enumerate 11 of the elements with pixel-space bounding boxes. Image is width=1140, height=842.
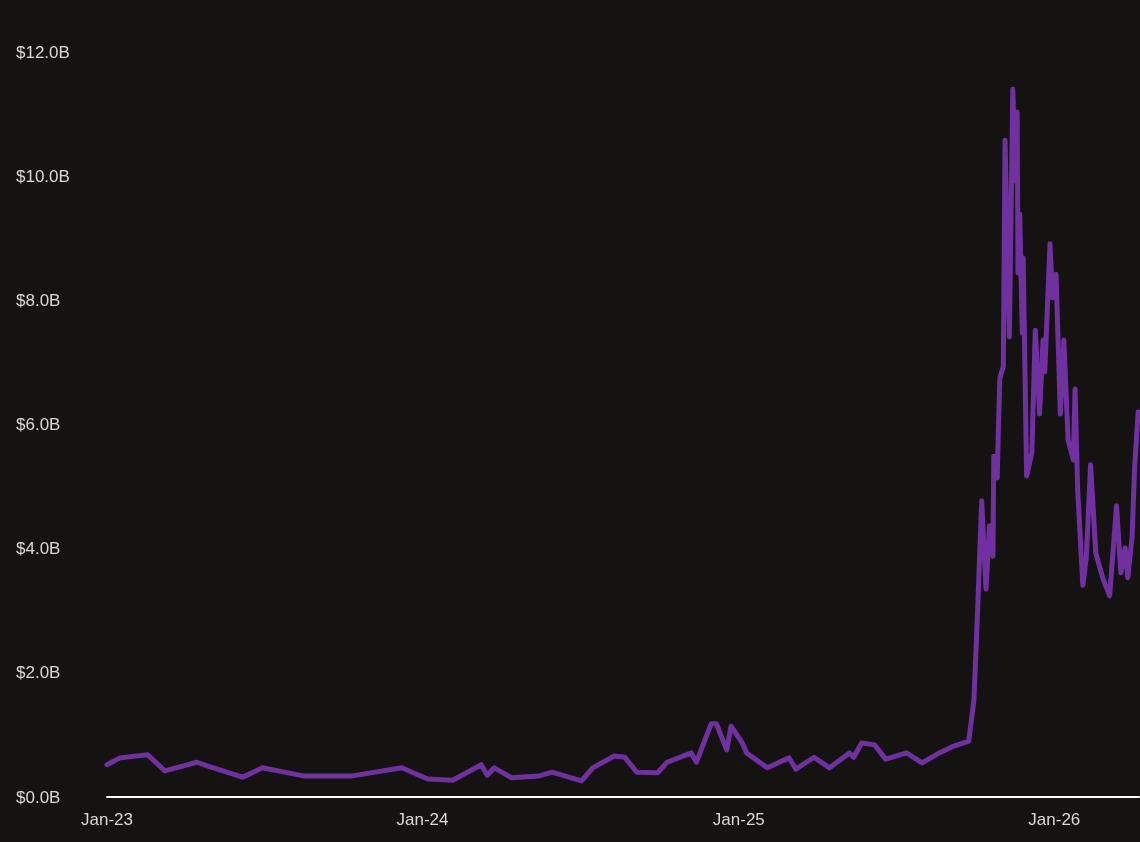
y-tick-label: $4.0B <box>16 539 61 559</box>
y-tick-label: $12.0B <box>16 42 70 62</box>
x-tick-label: Jan-23 <box>81 810 133 829</box>
x-tick-label: Jan-25 <box>712 810 765 829</box>
y-tick-label: $6.0B <box>16 415 61 434</box>
x-tick-label: Jan-26 <box>1028 810 1081 829</box>
y-tick-label: $8.0B <box>16 290 61 310</box>
x-tick-label: Jan-24 <box>396 810 449 829</box>
y-tick-label: $2.0B <box>16 663 61 683</box>
y-tick-label: $0.0B <box>16 787 61 807</box>
y-tick-label: $10.0B <box>16 166 70 186</box>
